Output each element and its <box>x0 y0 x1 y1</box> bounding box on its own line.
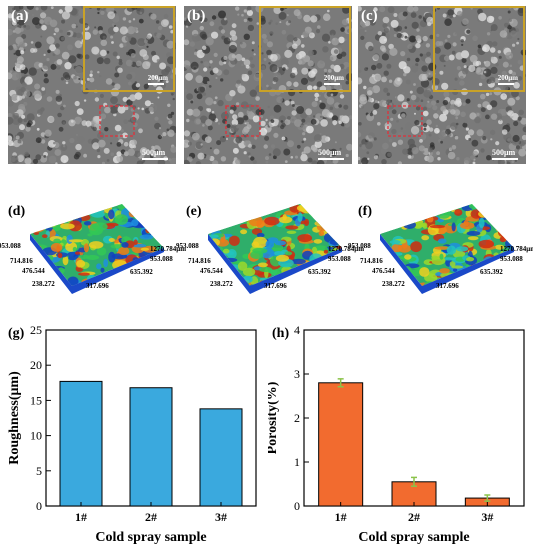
inset-frame <box>259 6 351 92</box>
surface-panel-letter: (e) <box>186 204 202 219</box>
porosity-chart: 0 1 2 3 4 1# 2# 3# Cold spray sample Porosity(%) <box>268 326 525 545</box>
x-tick-label: 1# <box>75 510 87 524</box>
x-tick-label: 3# <box>481 510 493 524</box>
sem-panel-letter: (c) <box>361 8 378 24</box>
surface-axis-tick: 476.544 <box>200 267 223 275</box>
y-tick-label: 10 <box>30 429 42 443</box>
surface-panel: (f) 953.088 714.816 476.544 238.272 317.696 63… <box>348 200 533 305</box>
y-tick-label: 2 <box>294 411 300 425</box>
inset-frame <box>83 6 175 92</box>
sem-panel-letter: (b) <box>187 8 206 24</box>
y-axis-label: Roughness(μm) <box>7 371 22 465</box>
y-tick-label: 3 <box>294 367 300 381</box>
surface-axis-tick: 714.816 <box>360 257 383 265</box>
sem-panel: (b) 200μm 500μm <box>184 6 352 164</box>
surface-axis-tick: 714.816 <box>10 257 33 265</box>
surface-axis-tick: 953.088 <box>348 242 371 250</box>
surface-axis-tick: 238.272 <box>382 280 405 288</box>
y-tick-label: 5 <box>36 464 42 478</box>
sem-panel: (c) 200μm 500μm <box>358 6 526 164</box>
x-tick-label: 3# <box>215 510 227 524</box>
surface-panel: (d) 953.088 714.816 476.544 238.272 317.696 63… <box>0 200 186 305</box>
sem-micrograph <box>8 6 176 164</box>
x-axis-label: Cold spray sample <box>358 530 469 545</box>
sem-micrograph <box>358 6 526 164</box>
surface-axis-tick: 238.272 <box>32 280 55 288</box>
main-scale-bar: 500μm <box>318 148 344 160</box>
x-tick-label: 2# <box>408 510 420 524</box>
inset-frame <box>433 6 525 92</box>
surface-axis-tick: 953.088 <box>500 255 523 263</box>
surface-axis-tick: 953.088 <box>176 242 199 250</box>
surface-axis-tick: 317.696 <box>436 282 459 290</box>
bar <box>318 382 364 507</box>
chart-g-letter: (g) <box>8 326 25 341</box>
region-marker <box>225 105 261 137</box>
inset-scale-bar: 200μm <box>147 74 168 85</box>
y-tick-label: 20 <box>30 358 42 372</box>
sem-panel: (a) 200μm 500μm <box>8 6 176 164</box>
surface-axis-tick: 317.696 <box>264 282 287 290</box>
x-axis-label: Cold spray sample <box>95 530 206 545</box>
surface-axis-tick: 953.088 <box>328 255 351 263</box>
surface-panel: (e) 953.088 714.816 476.544 238.272 317.696 63… <box>176 200 364 305</box>
bar <box>199 408 243 507</box>
surface-axis-tick: 1270.784μm <box>500 245 533 253</box>
bar <box>59 380 103 507</box>
inset-scale-bar: 200μm <box>323 74 344 85</box>
y-axis-label: Porosity(%) <box>268 381 280 454</box>
surface-axis-tick: 953.088 <box>150 255 173 263</box>
main-scale-bar: 500μm <box>492 148 518 160</box>
x-tick-label: 2# <box>145 510 157 524</box>
inset-scale-bar: 200μm <box>497 74 518 85</box>
bar <box>129 387 173 507</box>
surface-axis-tick: 714.816 <box>188 257 211 265</box>
region-marker <box>387 105 423 137</box>
surface-plot <box>380 204 514 294</box>
roughness-chart: 0 5 10 15 20 25 1# 2# 3# Cold spray sample Roughne… <box>7 326 257 545</box>
surface-axis-tick: 635.392 <box>308 268 331 276</box>
surface-plot <box>208 204 342 294</box>
y-tick-label: 15 <box>30 393 42 407</box>
surface-axis-tick: 238.272 <box>210 280 233 288</box>
surface-axis-tick: 476.544 <box>22 267 45 275</box>
main-scale-bar: 500μm <box>142 148 168 160</box>
y-tick-label: 0 <box>36 499 42 513</box>
region-marker <box>99 105 135 137</box>
y-tick-label: 25 <box>30 326 42 337</box>
surface-axis-tick: 635.392 <box>480 268 503 276</box>
y-tick-label: 0 <box>294 499 300 513</box>
surface-axis-tick: 1270.784μm <box>150 245 187 253</box>
sem-panel-letter: (a) <box>11 8 29 24</box>
surface-panel-letter: (d) <box>8 204 26 219</box>
surface-panel-letter: (f) <box>358 204 372 219</box>
y-tick-label: 4 <box>294 326 300 337</box>
sem-micrograph <box>184 6 352 164</box>
chart-h-letter: (h) <box>272 326 290 341</box>
x-tick-label: 1# <box>335 510 347 524</box>
surface-plot <box>30 204 164 294</box>
surface-axis-tick: 476.544 <box>372 267 395 275</box>
surface-axis-tick: 635.392 <box>130 268 153 276</box>
y-tick-label: 1 <box>294 455 300 469</box>
surface-axis-tick: 953.088 <box>0 242 21 250</box>
surface-axis-tick: 317.696 <box>86 282 109 290</box>
surface-axis-tick: 1270.784μm <box>328 245 365 253</box>
